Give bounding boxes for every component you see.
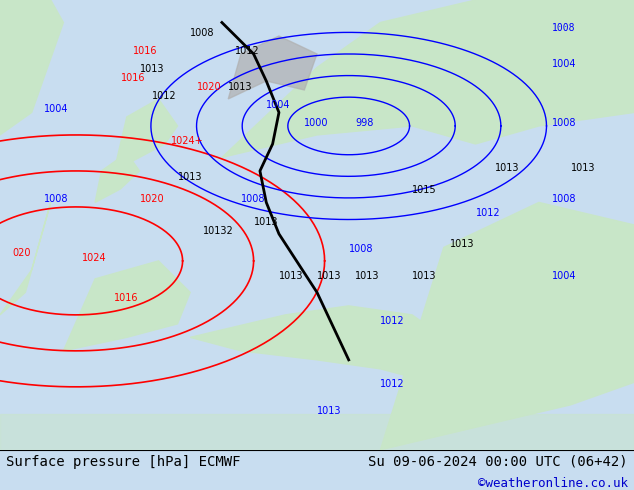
Text: 1012: 1012: [476, 208, 500, 218]
Polygon shape: [114, 99, 178, 171]
Text: 1013: 1013: [178, 172, 202, 182]
Text: 1004: 1004: [552, 59, 576, 70]
Text: 1008: 1008: [552, 24, 575, 33]
Text: 1013: 1013: [317, 406, 342, 416]
Text: 1004: 1004: [552, 271, 576, 281]
Text: 1008: 1008: [552, 195, 576, 204]
Text: 998: 998: [355, 118, 373, 128]
Polygon shape: [190, 306, 456, 382]
Polygon shape: [0, 414, 634, 450]
Polygon shape: [380, 202, 634, 450]
Text: 1000: 1000: [304, 118, 329, 128]
Text: 1004: 1004: [266, 100, 291, 110]
Text: 1013: 1013: [412, 271, 437, 281]
Text: 1024: 1024: [82, 253, 107, 263]
Polygon shape: [63, 261, 190, 351]
Text: 1013: 1013: [254, 217, 278, 227]
Polygon shape: [0, 202, 51, 315]
Text: 1013: 1013: [495, 163, 519, 173]
Text: 1013: 1013: [139, 64, 164, 74]
Text: 1008: 1008: [44, 195, 69, 204]
Text: 1020: 1020: [139, 195, 164, 204]
Text: 1015: 1015: [412, 185, 437, 196]
Text: 1016: 1016: [114, 294, 139, 303]
Text: 1013: 1013: [228, 82, 253, 92]
Text: 1013: 1013: [355, 271, 380, 281]
Text: 1013: 1013: [571, 163, 595, 173]
Text: 1024+: 1024+: [171, 136, 204, 146]
Text: 1004: 1004: [44, 104, 69, 115]
Text: Surface pressure [hPa] ECMWF: Surface pressure [hPa] ECMWF: [6, 455, 241, 469]
Text: 1012: 1012: [235, 46, 259, 56]
Text: 1016: 1016: [133, 46, 158, 56]
Text: Su 09-06-2024 00:00 UTC (06+42): Su 09-06-2024 00:00 UTC (06+42): [368, 455, 628, 469]
Text: 1012: 1012: [152, 91, 177, 101]
Text: 1013: 1013: [317, 271, 342, 281]
Text: 1008: 1008: [552, 118, 576, 128]
Text: 1012: 1012: [380, 379, 405, 389]
Polygon shape: [228, 36, 317, 99]
Polygon shape: [95, 153, 139, 202]
Text: 1020: 1020: [197, 82, 221, 92]
Text: 1008: 1008: [349, 244, 373, 254]
Text: 1013: 1013: [450, 240, 475, 249]
Text: 1013: 1013: [279, 271, 304, 281]
Text: 1012: 1012: [380, 316, 405, 326]
Text: 10132: 10132: [203, 226, 234, 236]
Text: ©weatheronline.co.uk: ©weatheronline.co.uk: [477, 477, 628, 490]
Polygon shape: [0, 0, 63, 135]
Text: 1016: 1016: [120, 73, 145, 83]
Polygon shape: [222, 0, 634, 157]
Text: 1008: 1008: [241, 195, 266, 204]
Text: 020: 020: [13, 248, 31, 258]
Text: 1008: 1008: [190, 28, 215, 38]
